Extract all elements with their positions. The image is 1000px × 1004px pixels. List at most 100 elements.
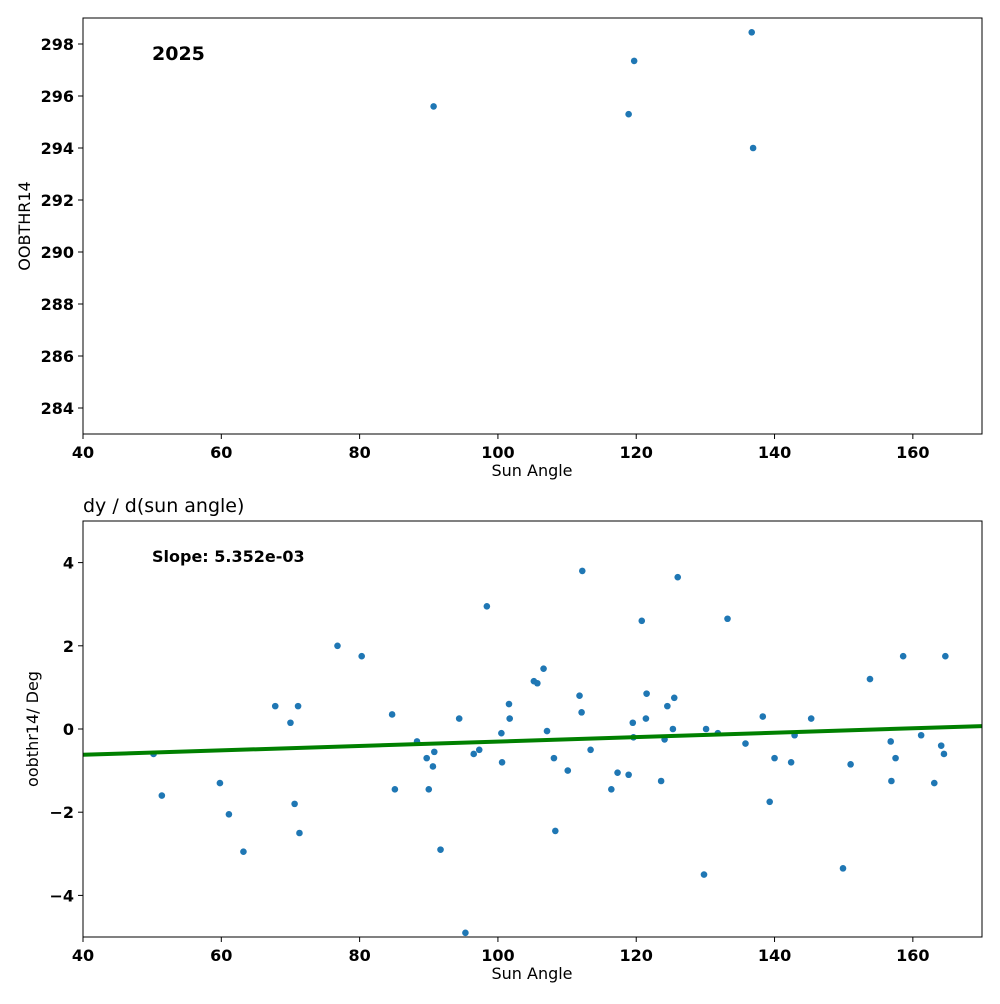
bottom-data-point <box>388 711 396 718</box>
bottom-data-point <box>917 731 925 739</box>
bottom-data-point <box>657 777 665 785</box>
bottom-data-point <box>294 702 302 710</box>
bottom-data-point <box>839 865 847 872</box>
bottom-data-point <box>625 771 632 779</box>
bottom-data-point <box>787 758 795 766</box>
bottom-data-point <box>505 700 513 708</box>
bottom-x-tick-label: 160 <box>896 946 929 965</box>
bottom-data-point <box>225 810 233 818</box>
bottom-data-point <box>240 848 247 856</box>
top-x-ticks: 40 60 80 100 120 140 160 <box>72 434 930 462</box>
bottom-y-tick-label: −2 <box>49 803 74 822</box>
bottom-x-axis-label: Sun Angle <box>491 964 572 983</box>
bottom-data-point <box>940 750 948 758</box>
top-x-tick-label: 100 <box>481 443 514 462</box>
bottom-data-point <box>942 652 949 660</box>
bottom-data-point <box>866 675 874 683</box>
bottom-data-point <box>643 690 650 697</box>
top-panel: 40 60 80 100 120 140 160 284 286 288 290 292 294 296… <box>15 17 983 480</box>
bottom-data-point <box>759 713 767 720</box>
bottom-x-tick-label: 120 <box>620 946 653 965</box>
top-scatter-points <box>430 29 757 152</box>
bottom-data-point <box>470 750 478 758</box>
bottom-data-point <box>271 702 279 710</box>
bottom-data-point <box>498 729 505 737</box>
bottom-data-point <box>578 567 586 575</box>
bottom-data-point <box>847 761 854 768</box>
bottom-data-point <box>700 871 708 878</box>
top-y-tick-label: 298 <box>41 35 74 54</box>
top-data-point <box>430 103 437 110</box>
bottom-data-point <box>425 786 433 793</box>
bottom-data-point <box>937 742 945 749</box>
top-x-tick-label: 140 <box>758 443 791 462</box>
bottom-data-point <box>287 719 294 727</box>
bottom-y-tick-label: 0 <box>63 720 74 739</box>
bottom-data-point <box>578 709 585 716</box>
bottom-data-point <box>702 725 710 733</box>
top-data-point <box>748 29 756 36</box>
bottom-data-point <box>564 767 572 774</box>
bottom-x-tick-label: 80 <box>348 946 370 965</box>
bottom-data-point <box>642 715 650 722</box>
bottom-data-point <box>423 754 430 762</box>
top-y-tick-label: 294 <box>41 139 74 158</box>
bottom-data-point <box>742 740 749 747</box>
bottom-data-point <box>608 786 615 793</box>
top-data-point <box>749 144 757 152</box>
bottom-data-point <box>887 738 895 745</box>
top-plot-background <box>83 18 982 434</box>
top-y-tick-label: 296 <box>41 87 74 106</box>
trend-line <box>82 724 983 757</box>
bottom-data-point <box>669 725 677 733</box>
bottom-y-tick-label: −4 <box>49 886 74 905</box>
top-y-tick-label: 288 <box>41 295 74 314</box>
bottom-data-point <box>724 615 731 623</box>
bottom-data-point <box>534 679 541 687</box>
bottom-data-point <box>576 692 583 700</box>
top-x-tick-label: 120 <box>620 443 653 462</box>
bottom-data-point <box>455 715 463 722</box>
bottom-x-ticks: 40 60 80 100 120 140 160 <box>72 937 930 965</box>
bottom-data-point <box>899 652 907 660</box>
bottom-data-point <box>216 779 224 787</box>
bottom-data-point <box>462 929 469 937</box>
bottom-data-point <box>771 754 778 762</box>
bottom-panel: dy / d(sun angle) 40 60 80 100 120 140 160 −4−… <box>23 495 983 983</box>
top-y-ticks: 284 286 288 290 292 294 296 298 <box>41 35 83 418</box>
slope-annotation: Slope: 5.352e-03 <box>152 547 305 566</box>
bottom-data-point <box>552 827 559 835</box>
bottom-data-point <box>614 769 621 776</box>
bottom-data-point <box>629 719 637 727</box>
bottom-data-point <box>437 846 444 853</box>
bottom-data-point <box>888 777 895 785</box>
bottom-data-point <box>543 727 551 735</box>
bottom-data-point <box>550 754 558 762</box>
bottom-data-point <box>358 652 365 660</box>
bottom-x-tick-label: 100 <box>481 946 514 965</box>
top-y-tick-label: 292 <box>41 191 74 210</box>
bottom-panel-title: dy / d(sun angle) <box>83 495 244 517</box>
bottom-y-ticks: −4 −2 0 2 4 <box>49 554 83 905</box>
bottom-data-point <box>334 642 341 650</box>
top-x-tick-label: 80 <box>348 443 370 462</box>
top-x-tick-label: 160 <box>896 443 929 462</box>
bottom-y-axis-label: oobthr14/ Deg <box>23 671 42 787</box>
top-y-tick-label: 290 <box>41 243 74 262</box>
bottom-data-point <box>158 792 166 799</box>
bottom-data-point <box>429 763 437 770</box>
top-y-axis-label: OOBTHR14 <box>15 181 34 270</box>
bottom-x-tick-label: 140 <box>758 946 791 965</box>
bottom-data-point <box>296 829 303 837</box>
bottom-data-point <box>892 754 899 762</box>
bottom-data-point <box>506 715 513 722</box>
bottom-data-point <box>431 748 438 756</box>
bottom-y-tick-label: 2 <box>63 637 74 656</box>
bottom-data-point <box>930 779 938 787</box>
top-x-axis-label: Sun Angle <box>491 461 572 480</box>
bottom-data-point <box>674 573 682 581</box>
bottom-y-tick-label: 4 <box>63 554 74 573</box>
bottom-data-point <box>638 617 646 625</box>
